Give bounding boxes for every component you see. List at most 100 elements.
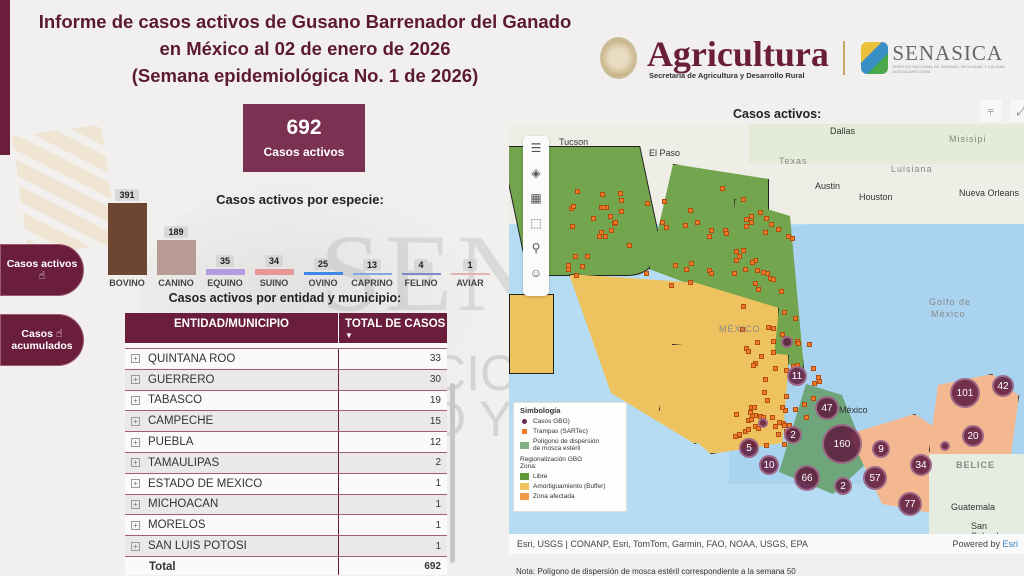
bar-rect	[352, 273, 392, 275]
case-cluster[interactable]: 5	[739, 438, 759, 458]
case-cluster[interactable]: 160	[822, 424, 862, 464]
case-cluster[interactable]: 57	[863, 466, 887, 490]
case-cluster[interactable]: 20	[962, 425, 984, 447]
table-row[interactable]: + TAMAULIPAS 2	[125, 452, 447, 474]
trap-marker	[731, 270, 737, 276]
case-cluster[interactable]: 11	[787, 366, 807, 386]
total-cell: 1	[435, 498, 441, 510]
table-row[interactable]: + PUEBLA 12	[125, 432, 447, 453]
expand-plus-icon[interactable]: +	[131, 354, 140, 364]
entity-cell: + MICHOACAN	[125, 494, 339, 515]
entity-name: TAMAULIPAS	[148, 456, 220, 469]
table-row[interactable]: + SAN LUIS POTOSI 1	[125, 536, 447, 557]
search-icon[interactable]: ⚲	[531, 241, 541, 255]
expand-icon[interactable]: ⤢	[1010, 100, 1024, 122]
bar-canino[interactable]: 189 CANINO	[152, 222, 200, 290]
table-row[interactable]: + QUINTANA ROO 33	[125, 349, 447, 370]
kpi-card-active-cases: 692 Casos activos	[243, 104, 365, 172]
brand-band	[0, 0, 10, 155]
bar-rect	[401, 273, 441, 275]
expand-plus-icon[interactable]: +	[131, 437, 140, 447]
trap-marker	[781, 423, 787, 429]
bar-label: FELINO	[404, 278, 438, 288]
expand-plus-icon[interactable]: +	[131, 479, 140, 489]
case-cluster[interactable]	[781, 336, 793, 348]
label-nueva-orleans: Nueva Orleans	[959, 188, 1020, 198]
case-cluster[interactable]: 66	[794, 465, 820, 491]
bar-caprino[interactable]: 13 CAPRINO	[348, 255, 396, 290]
case-cluster[interactable]: 34	[910, 454, 932, 476]
filter-icon[interactable]: ⫧	[980, 100, 1002, 122]
entity-cell: + TAMAULIPAS	[125, 452, 339, 473]
table-row[interactable]: + GUERRERO 30	[125, 369, 447, 391]
trap-marker	[761, 389, 767, 395]
esri-link[interactable]: Esri	[1002, 539, 1019, 549]
casos-acumulados-label-1: Casos	[21, 328, 53, 340]
table-row[interactable]: + MICHOACAN 1	[125, 494, 447, 516]
entity-name: TABASCO	[148, 394, 203, 407]
case-cluster[interactable]	[940, 441, 950, 451]
user-icon[interactable]: ☺	[529, 266, 543, 280]
basemap-gallery-icon[interactable]: ▦	[530, 191, 542, 205]
case-cluster[interactable]: 2	[834, 477, 852, 495]
column-header-entidad[interactable]: ENTIDAD/MUNICIPIO	[125, 313, 339, 343]
expand-plus-icon[interactable]: +	[131, 458, 140, 468]
entity-cell: + SAN LUIS POTOSI	[125, 536, 339, 556]
expand-plus-icon[interactable]: +	[131, 499, 140, 509]
bar-bovino[interactable]: 391 BOVINO	[103, 185, 151, 290]
trap-marker	[776, 226, 782, 232]
label-tucson: Tucson	[559, 137, 589, 147]
casos-acumulados-label-2: acumulados	[11, 340, 73, 352]
table-row[interactable]: + ESTADO DE MEXICO 1	[125, 473, 447, 495]
bar-ovino[interactable]: 25 OVINO	[299, 254, 347, 290]
bar-rect	[107, 203, 147, 275]
casos-acumulados-button[interactable]: Casos ☝ acumulados	[0, 314, 84, 366]
map-land-southeast-us	[749, 124, 1024, 164]
casos-activos-button[interactable]: Casos activos ☝	[0, 244, 84, 296]
expand-plus-icon[interactable]: +	[131, 416, 140, 426]
table-row[interactable]: + CAMPECHE 15	[125, 411, 447, 433]
case-cluster[interactable]: 2	[784, 426, 802, 444]
bar-felino[interactable]: 4 FELINO	[397, 255, 445, 290]
legend-afectada-label: Zona afectada	[533, 493, 575, 500]
select-icon[interactable]: ⬚	[530, 216, 542, 230]
label-misisipi: Misisipi	[949, 134, 987, 144]
sort-desc-icon: ▼	[345, 331, 353, 340]
trap-marker	[752, 405, 758, 411]
trap-marker	[682, 223, 688, 229]
legend-buffer-label: Amortiguamiento (Buffer)	[533, 483, 606, 490]
bar-equino[interactable]: 35 EQUINO	[201, 251, 249, 290]
layers-icon[interactable]: ◈	[531, 166, 541, 180]
table-row[interactable]: + MORELOS 1	[125, 515, 447, 537]
cases-map[interactable]: 11 47 160 2 5 10 66 2 9 57 34 77 101 42 20 Tucson El P…	[509, 124, 1024, 554]
expand-plus-icon[interactable]: +	[131, 395, 140, 405]
entity-cell: + CAMPECHE	[125, 411, 339, 432]
expand-plus-icon[interactable]: +	[131, 541, 140, 551]
expand-plus-icon[interactable]: +	[131, 375, 140, 385]
map-attribution: Esri, USGS | CONANP, Esri, TomTom, Garmi…	[509, 534, 1024, 554]
table-row[interactable]: + TABASCO 19	[125, 390, 447, 412]
case-cluster[interactable]: 9	[872, 440, 890, 458]
case-cluster[interactable]: 77	[898, 492, 922, 516]
bar-suino[interactable]: 34 SUINO	[250, 251, 298, 290]
table-scrollbar[interactable]	[450, 383, 455, 563]
bar-aviar[interactable]: 1 AVIAR	[446, 255, 494, 290]
case-cluster[interactable]: 42	[992, 375, 1014, 397]
column-header-total[interactable]: TOTAL DE CASOS ▼	[339, 313, 447, 343]
case-cluster[interactable]	[758, 418, 768, 428]
case-cluster[interactable]: 47	[815, 396, 839, 420]
trap-marker	[733, 248, 739, 254]
trap-marker	[757, 210, 763, 216]
case-cluster[interactable]: 10	[759, 455, 779, 475]
bar-label: SUINO	[259, 278, 289, 288]
species-chart-title: Casos activos por especie:	[216, 192, 384, 207]
trap-marker	[688, 260, 694, 266]
trap-marker	[770, 277, 776, 283]
menu-icon[interactable]: ☰	[530, 141, 542, 155]
trap-marker	[782, 441, 788, 447]
expand-plus-icon[interactable]: +	[131, 520, 140, 530]
agricultura-name: Agricultura	[646, 33, 829, 74]
map-land-guatemala	[929, 454, 1024, 534]
trap-marker	[572, 253, 578, 259]
case-cluster[interactable]: 101	[950, 378, 980, 408]
